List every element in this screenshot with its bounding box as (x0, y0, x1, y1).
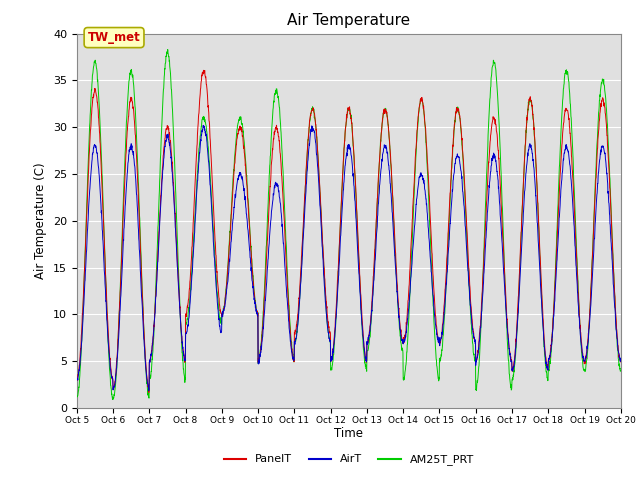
Title: Air Temperature: Air Temperature (287, 13, 410, 28)
Legend: PanelT, AirT, AM25T_PRT: PanelT, AirT, AM25T_PRT (220, 450, 478, 470)
Text: TW_met: TW_met (88, 31, 140, 44)
Y-axis label: Air Temperature (C): Air Temperature (C) (35, 163, 47, 279)
X-axis label: Time: Time (334, 427, 364, 441)
